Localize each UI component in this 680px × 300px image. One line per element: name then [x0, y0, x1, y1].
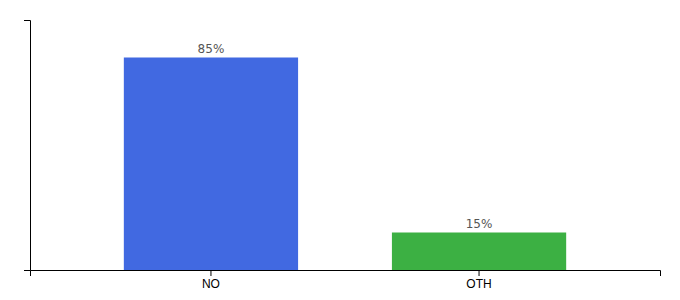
x-tick-label: OTH: [466, 277, 491, 291]
bars: [124, 58, 566, 271]
x-tick-mark: [479, 270, 480, 276]
data-labels: 85% 15%: [198, 42, 493, 231]
x-tick-mark: [210, 270, 211, 276]
data-label: 85%: [198, 42, 225, 56]
x-tick: NO: [202, 270, 220, 291]
x-axis-line: [31, 271, 661, 277]
y-axis-line: [24, 21, 31, 271]
y-axis: [24, 21, 31, 271]
x-axis: NO OTH: [31, 270, 661, 291]
data-label: 15%: [466, 217, 493, 231]
x-tick: OTH: [466, 270, 491, 291]
bar: [124, 58, 298, 271]
x-tick-label: NO: [202, 277, 220, 291]
chart: NO OTH 85% 15%: [0, 0, 680, 300]
bar: [392, 233, 566, 271]
plot: NO OTH 85% 15%: [24, 21, 661, 291]
